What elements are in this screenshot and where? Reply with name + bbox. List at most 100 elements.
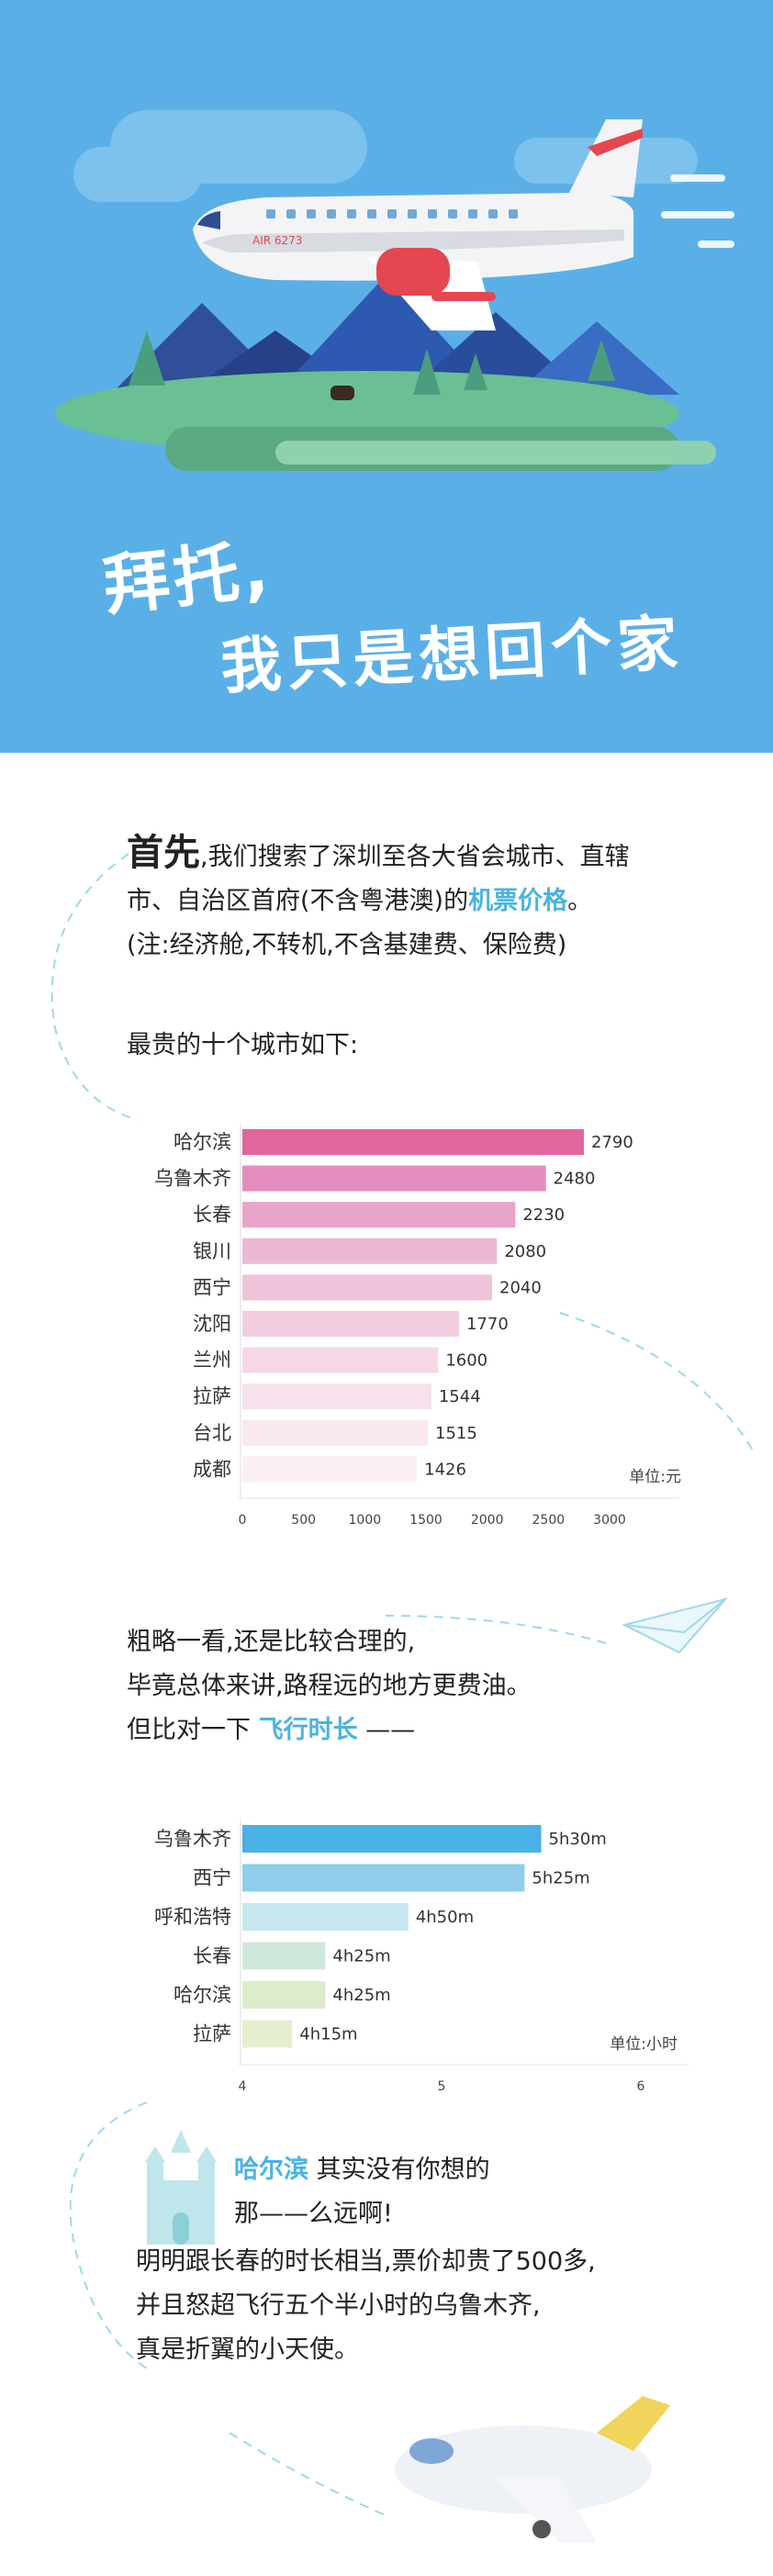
hero-illustration: AIR 6273 bbox=[55, 110, 734, 471]
x-tick-label: 500 bbox=[291, 1513, 316, 1528]
category-label: 兰州 bbox=[193, 1350, 231, 1372]
ending-line5: 真是折翼的小天使。 bbox=[136, 2335, 359, 2364]
intro-line2: 市、自治区首府(不含粤港澳)的机票价格。 bbox=[127, 879, 630, 924]
category-label: 长春 bbox=[193, 1204, 231, 1226]
value-label: 2080 bbox=[504, 1242, 546, 1261]
middle-paragraph: 粗略一看,还是比较合理的, 毕竟总体来讲,路程远的地方更费油。 但比对一下 飞行… bbox=[127, 1620, 532, 1753]
intro-line2-end: 。 bbox=[567, 887, 593, 915]
cartoon-plane-icon bbox=[395, 2396, 670, 2543]
x-tick-label: 0 bbox=[239, 1513, 247, 1528]
x-tick-label: 4 bbox=[239, 2079, 247, 2093]
intro-line2-text: 市、自治区首府(不含粤港澳)的 bbox=[127, 887, 469, 915]
value-label: 1426 bbox=[424, 1460, 466, 1479]
hero-title-line1: 拜托, bbox=[99, 530, 275, 625]
category-label: 呼和浩特 bbox=[154, 1906, 231, 1928]
category-label: 哈尔滨 bbox=[174, 1131, 231, 1153]
hero-banner: AIR 6273 拜托, 我只是想回个家 bbox=[0, 0, 773, 753]
value-label: 4h50m bbox=[416, 1908, 474, 1927]
value-label: 2790 bbox=[591, 1133, 633, 1152]
value-label: 2230 bbox=[522, 1205, 565, 1225]
middle-line3-text: 但比对一下 bbox=[127, 1716, 259, 1744]
x-tick-label: 2500 bbox=[532, 1513, 566, 1528]
middle-line1: 粗略一看,还是比较合理的, bbox=[127, 1628, 416, 1656]
bar bbox=[242, 1981, 326, 2009]
intro-line1: 首先,我们搜索了深圳至各大省会城市、直辖 bbox=[127, 831, 630, 879]
x-tick-label: 6 bbox=[637, 2079, 645, 2093]
category-label: 银川 bbox=[193, 1240, 231, 1262]
x-tick-label: 2000 bbox=[471, 1513, 504, 1528]
bar bbox=[242, 1347, 439, 1373]
bar bbox=[242, 1274, 492, 1301]
bar bbox=[242, 1238, 498, 1264]
category-label: 哈尔滨 bbox=[174, 1984, 231, 2006]
ending-line3: 明明跟长春的时长相当,票价却贵了500多, bbox=[136, 2247, 596, 2276]
unit-label: 单位:小时 bbox=[610, 2035, 678, 2054]
intro-accent: 机票价格 bbox=[468, 887, 568, 915]
category-label: 乌鲁木齐 bbox=[154, 1168, 231, 1190]
svg-text:AIR 6273: AIR 6273 bbox=[252, 234, 302, 247]
unit-label: 单位:元 bbox=[629, 1468, 681, 1486]
middle-line3: 但比对一下 飞行时长 —— bbox=[127, 1708, 532, 1753]
airplane-icon: AIR 6273 bbox=[193, 119, 643, 330]
ending-accent: 哈尔滨 bbox=[234, 2156, 308, 2184]
bar bbox=[242, 2020, 293, 2048]
bar bbox=[242, 1456, 418, 1483]
cloud-icon bbox=[73, 110, 698, 202]
price-chart-svg: 哈尔滨 2790 乌鲁木齐 2480 长春 2230 银川 2080 西宁 2040 沈阳 1770 兰… bbox=[154, 1124, 681, 1528]
value-label: 5h25m bbox=[532, 1869, 589, 1888]
duration-chart: 乌鲁木齐 5h30m 西宁 5h25m 呼和浩特 4h50m 长春 4h25m 哈尔滨 4h25m… bbox=[119, 1809, 707, 2097]
bar bbox=[242, 1202, 516, 1228]
duration-chart-svg: 乌鲁木齐 5h30m 西宁 5h25m 呼和浩特 4h50m 长春 4h25m 哈尔滨 4h25m… bbox=[154, 1820, 689, 2094]
ending-line1: 哈尔滨 其实没有你想的 bbox=[234, 2148, 490, 2192]
bar bbox=[242, 1383, 431, 1410]
ending-line2: 那——么远啊! bbox=[234, 2200, 393, 2228]
intro-note: (注:经济舱,不转机,不含基建费、保险费) bbox=[127, 931, 567, 959]
intro-line1-text: ,我们搜索了深圳至各大省会城市、直辖 bbox=[200, 843, 630, 871]
middle-line3-end: —— bbox=[357, 1716, 416, 1744]
ending-line4: 并且怒超飞行五个半小时的乌鲁木齐, bbox=[136, 2291, 541, 2320]
bar bbox=[242, 1864, 525, 1892]
middle-accent: 飞行时长 bbox=[258, 1716, 358, 1744]
speed-lines bbox=[661, 174, 734, 248]
list-intro: 最贵的十个城市如下: bbox=[127, 1031, 359, 1059]
ending-line1-text: 其实没有你想的 bbox=[308, 2156, 490, 2184]
value-label: 1515 bbox=[435, 1424, 477, 1443]
bar bbox=[242, 1311, 459, 1337]
bear-icon bbox=[330, 386, 354, 400]
category-label: 长春 bbox=[193, 1945, 231, 1967]
bar bbox=[242, 1129, 584, 1155]
value-label: 1600 bbox=[445, 1351, 487, 1371]
category-label: 台北 bbox=[193, 1422, 231, 1444]
x-tick-label: 5 bbox=[438, 2079, 446, 2093]
paper-plane-icon bbox=[622, 1597, 728, 1654]
castle-icon bbox=[145, 2130, 217, 2245]
intro-lead: 首先 bbox=[127, 832, 200, 874]
category-label: 西宁 bbox=[193, 1867, 231, 1889]
ending-body: 明明跟长春的时长相当,票价却贵了500多, 并且怒超飞行五个半小时的乌鲁木齐, … bbox=[136, 2240, 596, 2372]
value-label: 4h15m bbox=[299, 2025, 357, 2044]
value-label: 2040 bbox=[499, 1278, 542, 1297]
ending-head: 哈尔滨 其实没有你想的 那——么远啊! bbox=[234, 2148, 490, 2236]
value-label: 1770 bbox=[466, 1315, 509, 1334]
bar bbox=[242, 1942, 326, 1970]
category-label: 西宁 bbox=[193, 1276, 231, 1298]
intro-paragraph: 首先,我们搜索了深圳至各大省会城市、直辖 市、自治区首府(不含粤港澳)的机票价格… bbox=[127, 831, 630, 968]
value-label: 1544 bbox=[439, 1387, 481, 1406]
bar bbox=[242, 1419, 428, 1446]
x-tick-label: 3000 bbox=[593, 1513, 626, 1528]
category-label: 乌鲁木齐 bbox=[154, 1828, 231, 1850]
x-tick-label: 1500 bbox=[409, 1513, 443, 1528]
value-label: 5h30m bbox=[549, 1830, 607, 1849]
tree-icon bbox=[129, 330, 615, 395]
value-label: 2480 bbox=[554, 1170, 596, 1189]
category-label: 拉萨 bbox=[193, 2023, 231, 2045]
x-tick-label: 1000 bbox=[349, 1513, 382, 1528]
value-label: 4h25m bbox=[332, 1947, 390, 1966]
category-label: 拉萨 bbox=[193, 1385, 231, 1407]
category-label: 成都 bbox=[193, 1458, 231, 1480]
value-label: 4h25m bbox=[332, 1986, 390, 2005]
bar bbox=[242, 1903, 409, 1931]
bar bbox=[242, 1825, 542, 1853]
price-chart: 哈尔滨 2790 乌鲁木齐 2480 长春 2230 银川 2080 西宁 2040 沈阳 1770 兰… bbox=[119, 1111, 689, 1537]
bar bbox=[242, 1165, 546, 1192]
